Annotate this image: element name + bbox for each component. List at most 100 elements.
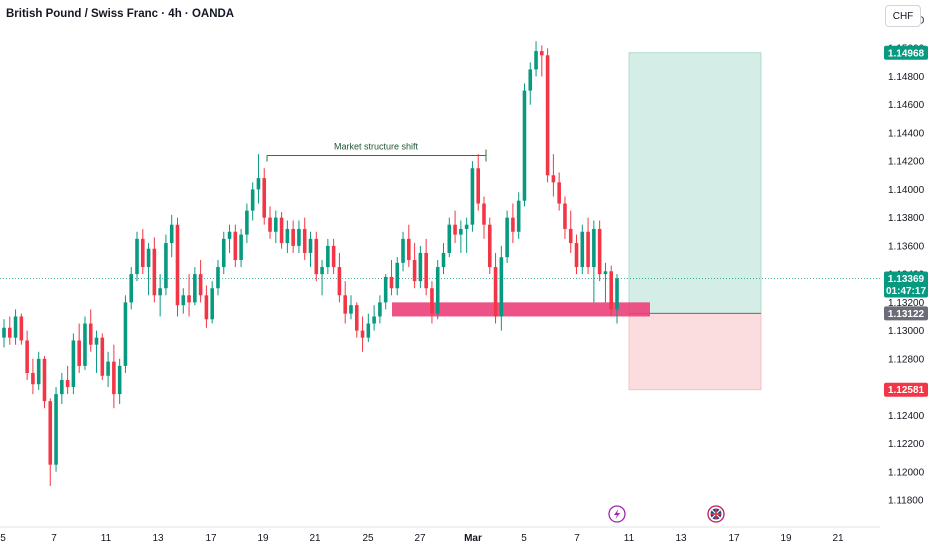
candle-body (94, 337, 99, 345)
candle (256, 154, 261, 204)
candle-body (337, 267, 342, 296)
candle-body (262, 178, 267, 218)
candle (609, 265, 614, 317)
price-axis[interactable]: 1.152001.150001.148001.146001.144001.142… (888, 16, 925, 507)
candle (42, 356, 47, 409)
candle (164, 234, 168, 296)
candle-body (563, 203, 567, 229)
currency-button[interactable]: CHF (885, 5, 921, 27)
price-tick-label: 1.12400 (888, 411, 925, 422)
candle-body (233, 231, 238, 260)
candle (580, 224, 585, 275)
candle (135, 231, 139, 282)
candle-body (245, 210, 249, 235)
time-tick-label: 21 (309, 533, 321, 544)
stop-price-tag: 1.12581 (884, 382, 928, 397)
price-tick-label: 1.12000 (888, 467, 925, 478)
candle-body (48, 401, 53, 465)
price-tick-label: 1.13200 (888, 298, 925, 309)
candle-body (424, 252, 428, 289)
candle-body (152, 248, 157, 296)
time-tick-label: 17 (728, 533, 740, 544)
price-tick-label: 1.13600 (888, 241, 925, 252)
candle (285, 220, 290, 253)
target-price-tag-text: 1.14968 (888, 48, 925, 59)
candle-body (31, 372, 35, 385)
candle (262, 168, 267, 225)
candle-body (395, 262, 400, 289)
candle (540, 45, 544, 77)
candle (337, 252, 342, 303)
candle-body (297, 228, 301, 246)
candle (511, 203, 515, 244)
candle-body (470, 168, 475, 225)
candle-body (42, 358, 47, 402)
time-tick-label: 21 (832, 533, 844, 544)
candle-body (239, 234, 243, 260)
candle (464, 217, 469, 253)
price-tick-label: 1.13800 (888, 213, 925, 224)
candle-body (343, 295, 347, 314)
zones-layer (0, 52, 880, 391)
price-tick-label: 1.14800 (888, 72, 925, 83)
candle-body (540, 51, 544, 56)
candle-body (366, 323, 371, 338)
candle-body (464, 224, 469, 229)
candle (2, 319, 6, 348)
candle (430, 281, 434, 324)
candle (123, 295, 128, 373)
candle (36, 351, 41, 390)
uk-flag-icon[interactable] (707, 505, 725, 523)
candle-body (459, 228, 463, 235)
candle (129, 267, 134, 310)
candle (291, 220, 295, 253)
candle-body (372, 316, 376, 324)
candle (239, 228, 243, 268)
candle (193, 267, 197, 306)
time-tick-label: 19 (780, 533, 792, 544)
candle-body (77, 340, 81, 366)
time-axis[interactable]: 5 7 11 13 17 19 21 25 27 Mar 5 7 11 13 17 19 21 (0, 526, 880, 544)
candle (401, 231, 405, 272)
candle (574, 234, 579, 275)
candle (360, 316, 365, 352)
lightning-icon[interactable] (608, 505, 626, 523)
last-price-tag-countdown: 01:47:17 (886, 286, 926, 297)
candle-body (389, 276, 394, 289)
candle-body (256, 178, 261, 190)
candle (146, 243, 151, 296)
last-price-tag-text: 1.13369 (888, 274, 925, 285)
candles-layer (2, 41, 619, 486)
candle (268, 206, 272, 239)
candle-body (25, 340, 29, 373)
candle-body (268, 217, 272, 232)
candle (407, 224, 411, 268)
candle-body (71, 340, 76, 388)
candle (65, 365, 70, 395)
time-tick-label: 19 (257, 533, 269, 544)
candle (297, 220, 301, 253)
candle-body (250, 189, 255, 211)
candle (592, 220, 596, 303)
candle (7, 316, 12, 345)
price-tick-label: 1.12200 (888, 439, 925, 450)
candle (372, 305, 376, 331)
candle (586, 217, 590, 275)
candle-body (534, 51, 538, 70)
time-tick-label: 11 (624, 533, 635, 544)
candle (216, 260, 220, 296)
candle-body (603, 271, 608, 275)
candle (615, 274, 619, 324)
candle-body (221, 238, 226, 268)
candle (459, 220, 463, 253)
target-zone (628, 52, 762, 314)
time-tick-label: 5 (521, 533, 527, 544)
candle (534, 41, 538, 77)
candle (169, 214, 174, 258)
stop-zone (628, 312, 762, 391)
candle-body (354, 305, 359, 331)
candle (158, 274, 162, 317)
candle-body (568, 228, 573, 244)
candle-body (140, 238, 145, 268)
